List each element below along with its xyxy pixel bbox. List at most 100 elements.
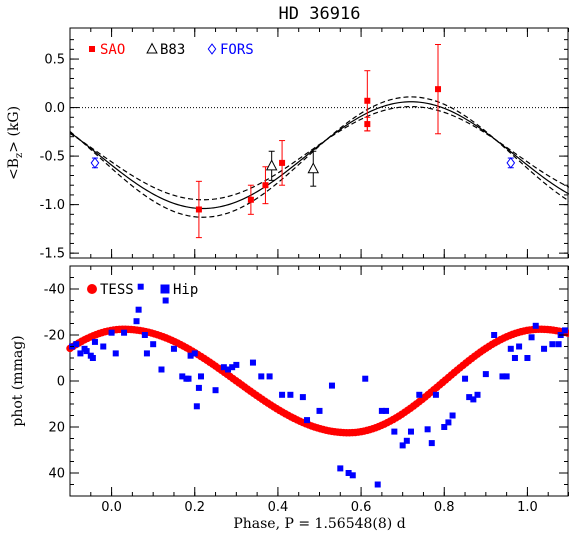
point-b83 bbox=[307, 162, 320, 174]
hip-point bbox=[470, 396, 477, 403]
hip-point bbox=[220, 364, 227, 371]
y-tick-label: 40 bbox=[48, 467, 65, 482]
bottom-legend: TESS Hip bbox=[87, 282, 198, 298]
model-curve-lower-bound bbox=[69, 106, 569, 201]
y-tick-label: -40 bbox=[44, 283, 65, 298]
hip-point bbox=[491, 332, 498, 338]
hip-point bbox=[112, 350, 119, 357]
hip-point bbox=[432, 391, 439, 398]
point-sao bbox=[279, 159, 286, 166]
hip-point bbox=[304, 417, 311, 424]
hip-point bbox=[507, 345, 514, 352]
y-tick-label: 20 bbox=[48, 421, 65, 436]
point-sao bbox=[364, 97, 371, 104]
legend-marker-sao bbox=[89, 46, 95, 52]
top-axis-ticks: -1.5 -1.0 -0.5 0.0 0.5 bbox=[40, 28, 569, 262]
hip-point bbox=[424, 426, 431, 433]
y-tick-label: -0.5 bbox=[40, 150, 65, 165]
hip-point bbox=[399, 442, 406, 449]
hip-point bbox=[108, 329, 115, 336]
x-tick-label: 0.2 bbox=[184, 500, 205, 515]
hip-point bbox=[150, 341, 157, 348]
hip-point bbox=[193, 403, 200, 410]
hip-point bbox=[89, 355, 96, 361]
hip-point bbox=[555, 341, 562, 348]
hip-point bbox=[100, 343, 107, 350]
hip-point bbox=[337, 465, 344, 472]
hip-point bbox=[179, 373, 186, 380]
x-tick-label: 0.0 bbox=[101, 500, 122, 515]
hip-point bbox=[378, 407, 385, 414]
hip-point bbox=[233, 361, 240, 368]
hip-point bbox=[511, 355, 518, 361]
chart-title: HD 36916 bbox=[279, 4, 361, 24]
legend-label-sao: SAO bbox=[100, 42, 125, 58]
hip-point bbox=[516, 343, 523, 350]
hip-point bbox=[229, 364, 236, 371]
hip-point bbox=[449, 412, 456, 419]
point-fors bbox=[506, 157, 516, 169]
hip-point bbox=[445, 419, 452, 426]
hip-point bbox=[383, 407, 390, 414]
hip-point bbox=[258, 373, 265, 380]
hip-point bbox=[299, 394, 306, 401]
point-sao bbox=[247, 196, 254, 203]
legend-label-b83: B83 bbox=[160, 42, 185, 58]
model-curve-fit bbox=[69, 101, 569, 210]
legend-marker-hip bbox=[160, 284, 170, 294]
hip-point bbox=[141, 332, 148, 338]
hip-point bbox=[428, 440, 435, 447]
hip-point bbox=[191, 350, 198, 357]
hip-point bbox=[345, 470, 352, 476]
hip-point bbox=[524, 355, 531, 361]
legend-label-tess: TESS bbox=[100, 282, 134, 298]
model-curves bbox=[69, 96, 569, 218]
y-tick-label: 0.0 bbox=[44, 101, 65, 116]
hip-point bbox=[187, 352, 194, 359]
bottom-axis-ticks: 0.0 0.2 0.4 0.6 0.8 1.0 -40 -20 0 20 40 bbox=[44, 265, 569, 515]
x-tick-label: 1.0 bbox=[517, 500, 538, 515]
top-legend: SAO B83 FORS bbox=[89, 42, 254, 58]
hip-point bbox=[362, 375, 369, 382]
y-axis-label-phot: phot (mmag) bbox=[10, 335, 26, 426]
hip-point bbox=[499, 373, 506, 380]
legend-marker-b83 bbox=[146, 42, 158, 54]
hip-point bbox=[266, 373, 273, 380]
hip-point bbox=[528, 334, 535, 341]
hip-point bbox=[482, 371, 489, 378]
legend-marker-tess bbox=[87, 284, 97, 294]
hip-point bbox=[225, 366, 232, 373]
hip-point bbox=[466, 394, 473, 401]
magnetic-field-panel: HD 36916 -1.5 -1.0 -0.5 0.0 0.5 <Bz> (kG) SA… bbox=[6, 4, 569, 262]
hip-point bbox=[197, 373, 204, 380]
y-tick-label: 0 bbox=[57, 375, 65, 390]
legend-label-fors: FORS bbox=[220, 42, 254, 58]
top-plot-frame bbox=[69, 27, 569, 259]
hip-point bbox=[158, 366, 165, 373]
hip-point bbox=[83, 348, 90, 355]
hip-point bbox=[91, 338, 98, 345]
hip-point bbox=[133, 318, 140, 325]
hip-point bbox=[374, 481, 381, 488]
y-axis-label-field: <Bz> (kG) bbox=[6, 106, 25, 180]
hip-point bbox=[162, 297, 169, 304]
hip-point bbox=[532, 322, 539, 329]
x-axis-label: Phase, P = 1.56548(8) d bbox=[233, 516, 405, 532]
hip-point bbox=[474, 391, 481, 398]
top-data-points bbox=[90, 43, 516, 239]
bottom-data-points bbox=[66, 283, 569, 488]
hip-point bbox=[212, 387, 219, 394]
hip-point bbox=[185, 375, 192, 382]
legend-marker-fors bbox=[207, 43, 217, 55]
hip-point bbox=[287, 391, 294, 398]
hip-point bbox=[77, 350, 84, 357]
hip-point bbox=[349, 472, 356, 479]
hip-point bbox=[561, 327, 568, 334]
point-sao bbox=[364, 121, 371, 128]
hip-point bbox=[170, 345, 177, 352]
photometry-panel: 0.0 0.2 0.4 0.6 0.8 1.0 -40 -20 0 20 40 phot (mmag… bbox=[10, 265, 569, 532]
point-b83 bbox=[265, 159, 278, 171]
y-tick-label: -1.5 bbox=[40, 247, 65, 262]
hip-point bbox=[328, 382, 335, 389]
